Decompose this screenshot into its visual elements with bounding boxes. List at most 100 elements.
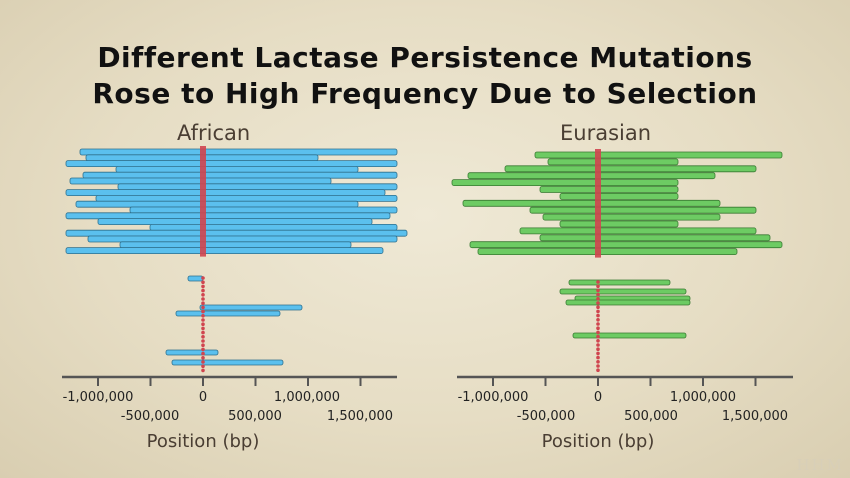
african-haplotype-bar [95,194,398,202]
eurasian-mutation-dot [596,318,600,322]
african-haplotype-bar [65,189,386,197]
african-tick-neg-500k: -500,000 [120,409,180,424]
watermark-logo: HHM [796,456,844,474]
eurasian-haplotype-bar [534,151,783,159]
african-axis-title: Position (bp) [146,431,260,452]
african-haplotype-bar [82,171,398,179]
eurasian-mutation-dot [596,288,600,293]
african-haplotype-bar [65,212,391,220]
eurasian-mutation-dot [596,364,600,368]
eurasian-haplotype-bar [559,288,687,295]
eurasian-haplotype-bar [519,227,757,235]
african-mutation-dot [201,364,205,369]
eurasian-haplotype-bar [451,179,679,187]
eurasian-mutation-dot [596,334,600,339]
african-mutation-dot [201,322,205,327]
eurasian-mutation-dot [596,343,600,347]
african-panel-label: African [177,121,251,145]
african-haplotype-bar [171,359,284,366]
eurasian-tick-neg-500k: -500,000 [516,409,576,424]
african-mutation-dot [201,309,205,314]
eurasian-mutation-dot [596,322,600,326]
african-tick-500k: 500,000 [228,409,282,424]
african-mutation-dot [201,360,205,364]
eurasian-mutation-dot [596,368,600,373]
eurasian-haplotype-bar [559,192,679,200]
african-haplotype-bar [79,148,398,156]
african-haplotype-bar [65,229,408,237]
eurasian-mutation-dot [596,284,600,289]
african-mutation-dot [201,351,205,356]
eurasian-haplotype-bar [539,186,679,193]
african-mutation-dot [201,356,205,360]
eurasian-haplotype-bar [565,299,691,306]
african-mutation-dot [201,343,205,348]
eurasian-mutation-dot [596,301,600,305]
eurasian-mutation-dot [596,351,600,356]
african-mutation-dot [201,314,205,318]
african-haplotype-bar [165,349,219,356]
african-tick-neg-1m: -1,000,000 [62,390,134,405]
eurasian-mutation-dot [596,305,600,310]
eurasian-mutation-dot [596,297,600,301]
african-mutation-dot [201,318,205,322]
african-haplotype-bar [149,223,398,231]
eurasian-tick-1m: 1,000,000 [669,390,737,405]
african-mutation-dot [201,280,205,285]
african-haplotype-bar [199,304,303,311]
eurasian-panel-label: Eurasian [560,121,652,145]
african-haplotype-bar [115,165,359,173]
african-haplotype-bar [117,183,398,191]
african-mutation-dot [201,276,205,280]
eurasian-mutation-dot [596,309,600,314]
eurasian-mutation-dot [596,280,600,284]
eurasian-tick-500k: 500,000 [624,409,678,424]
african-tick-1m: 1,000,000 [273,390,341,405]
eurasian-mutation-dot [596,330,600,335]
eurasian-tick-1500k: 1,500,000 [721,409,789,424]
eurasian-haplotype-bar [539,234,771,242]
eurasian-mutation-dot [596,355,600,360]
african-haplotype-bar [75,200,359,208]
eurasian-axis-title: Position (bp) [541,431,655,452]
eurasian-haplotype-bar [559,220,679,228]
african-mutation-dot [201,301,205,306]
african-mutation-dot [201,335,205,339]
eurasian-tick-0: 0 [593,390,603,405]
eurasian-haplotype-bar [529,206,757,214]
eurasian-haplotype-bar [547,158,679,166]
african-haplotype-bar [97,218,373,226]
african-haplotype-bar [65,160,398,168]
african-haplotype-bar [175,310,281,317]
eurasian-tick-neg-1m: -1,000,000 [457,390,529,405]
title-line-2: Rose to High Frequency Due to Selection [92,77,758,110]
african-mutation-dot [201,330,205,335]
eurasian-haplotype-bar [469,241,783,249]
eurasian-haplotype-bar [477,248,738,256]
african-mutation-dot [201,326,205,331]
eurasian-haplotype-bar [572,332,687,339]
african-mutation-dot [201,293,205,297]
african-mutation-band [200,146,206,257]
eurasian-mutation-dot [596,339,600,343]
eurasian-haplotype-bar [467,172,716,180]
african-haplotype-bar [119,241,352,249]
african-mutation-dot [201,305,205,310]
eurasian-haplotype-bar [462,199,721,207]
title-line-1: Different Lactase Persistence Mutations [97,41,753,74]
african-tick-1500k: 1,500,000 [326,409,394,424]
eurasian-mutation-dot [596,313,600,318]
eurasian-mutation-dot [596,360,600,364]
eurasian-mutation-band [595,149,601,258]
african-mutation-dot [201,339,205,343]
african-mutation-dot [201,297,205,301]
african-mutation-dot [201,368,205,373]
eurasian-haplotype-bar [542,213,721,221]
african-mutation-dot [201,347,205,352]
eurasian-haplotype-bar [504,165,757,173]
eurasian-mutation-dot [596,292,600,297]
african-mutation-dot [201,284,205,289]
african-mutation-dot [201,288,205,293]
african-tick-0: 0 [198,390,208,405]
